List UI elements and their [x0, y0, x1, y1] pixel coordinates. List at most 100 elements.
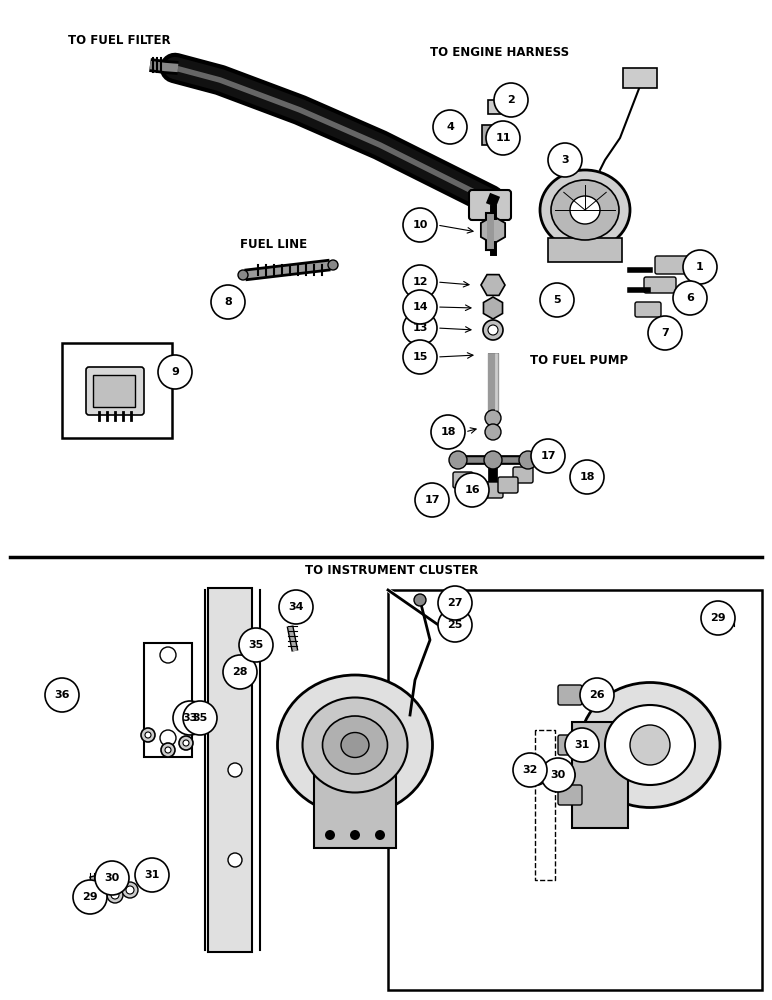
Text: 18: 18: [440, 427, 455, 437]
Circle shape: [547, 767, 553, 773]
Circle shape: [107, 887, 123, 903]
Text: 10: 10: [412, 220, 428, 230]
Circle shape: [531, 771, 545, 785]
Circle shape: [228, 673, 242, 687]
FancyBboxPatch shape: [558, 735, 582, 755]
Circle shape: [228, 853, 242, 867]
Text: 18: 18: [579, 472, 594, 482]
Text: 11: 11: [496, 133, 511, 143]
Circle shape: [145, 732, 151, 738]
Circle shape: [228, 763, 242, 777]
FancyBboxPatch shape: [469, 190, 511, 220]
Ellipse shape: [277, 675, 432, 815]
Circle shape: [433, 110, 467, 144]
Circle shape: [484, 451, 502, 469]
Circle shape: [630, 725, 670, 765]
Text: 33: 33: [182, 713, 198, 723]
Text: 3: 3: [561, 155, 569, 165]
Text: 8: 8: [224, 297, 232, 307]
Circle shape: [531, 439, 565, 473]
Text: 9: 9: [171, 367, 179, 377]
Text: 31: 31: [144, 870, 160, 880]
Circle shape: [328, 260, 338, 270]
Circle shape: [87, 887, 103, 903]
Circle shape: [449, 451, 467, 469]
Circle shape: [403, 311, 437, 345]
Circle shape: [535, 775, 541, 781]
Circle shape: [540, 283, 574, 317]
Text: TO INSTRUMENT CLUSTER: TO INSTRUMENT CLUSTER: [305, 564, 478, 576]
Circle shape: [141, 728, 155, 742]
Text: 7: 7: [661, 328, 669, 338]
Circle shape: [111, 891, 119, 899]
Text: 30: 30: [104, 873, 120, 883]
Circle shape: [548, 143, 582, 177]
Text: TO FUEL PUMP: TO FUEL PUMP: [530, 354, 628, 366]
Circle shape: [325, 830, 335, 840]
Circle shape: [455, 473, 489, 507]
FancyBboxPatch shape: [144, 643, 192, 757]
Circle shape: [183, 740, 189, 746]
Circle shape: [135, 858, 169, 892]
FancyBboxPatch shape: [513, 467, 533, 483]
FancyBboxPatch shape: [558, 685, 582, 705]
Text: 2: 2: [507, 95, 515, 105]
Circle shape: [580, 678, 614, 712]
Circle shape: [211, 285, 245, 319]
Ellipse shape: [605, 705, 695, 785]
Ellipse shape: [540, 170, 630, 250]
Text: 4: 4: [446, 122, 454, 132]
Text: 29: 29: [82, 892, 98, 902]
Circle shape: [179, 736, 193, 750]
Circle shape: [648, 316, 682, 350]
FancyBboxPatch shape: [623, 68, 657, 88]
Circle shape: [403, 208, 437, 242]
FancyBboxPatch shape: [635, 302, 661, 317]
Text: FUEL LINE: FUEL LINE: [240, 238, 307, 251]
FancyBboxPatch shape: [62, 343, 172, 438]
Text: 31: 31: [574, 740, 590, 750]
Circle shape: [483, 320, 503, 340]
FancyBboxPatch shape: [644, 277, 676, 293]
FancyBboxPatch shape: [314, 772, 396, 848]
Circle shape: [414, 594, 426, 606]
FancyBboxPatch shape: [482, 125, 504, 145]
FancyBboxPatch shape: [468, 482, 488, 498]
Circle shape: [161, 743, 175, 757]
FancyBboxPatch shape: [208, 588, 252, 952]
Text: 36: 36: [54, 690, 69, 700]
Circle shape: [95, 861, 129, 895]
FancyBboxPatch shape: [483, 482, 503, 498]
Text: 16: 16: [464, 485, 480, 495]
Circle shape: [438, 586, 472, 620]
FancyBboxPatch shape: [572, 722, 628, 828]
Circle shape: [513, 753, 547, 787]
Circle shape: [160, 730, 176, 746]
Text: 35: 35: [192, 713, 208, 723]
Circle shape: [403, 340, 437, 374]
Circle shape: [73, 880, 107, 914]
FancyBboxPatch shape: [388, 590, 762, 990]
Circle shape: [122, 882, 138, 898]
Circle shape: [431, 415, 465, 449]
Text: TO ENGINE HARNESS: TO ENGINE HARNESS: [430, 45, 569, 58]
Circle shape: [673, 281, 707, 315]
FancyBboxPatch shape: [548, 238, 622, 262]
FancyBboxPatch shape: [453, 472, 473, 488]
Text: 14: 14: [412, 302, 428, 312]
FancyBboxPatch shape: [93, 375, 135, 407]
Ellipse shape: [551, 180, 619, 240]
Text: 35: 35: [249, 640, 263, 650]
Circle shape: [375, 830, 385, 840]
Circle shape: [239, 628, 273, 662]
Text: 1: 1: [696, 262, 704, 272]
FancyBboxPatch shape: [488, 100, 506, 114]
FancyBboxPatch shape: [558, 785, 582, 805]
Text: 32: 32: [523, 765, 537, 775]
Ellipse shape: [341, 732, 369, 758]
Circle shape: [415, 483, 449, 517]
FancyBboxPatch shape: [86, 367, 144, 415]
Text: 12: 12: [412, 277, 428, 287]
Circle shape: [701, 601, 735, 635]
Circle shape: [488, 325, 498, 335]
